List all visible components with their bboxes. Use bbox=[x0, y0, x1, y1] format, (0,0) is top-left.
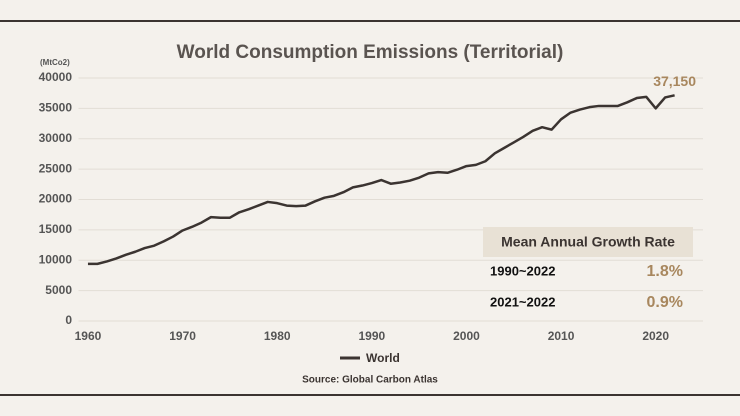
table-title: Mean Annual Growth Rate bbox=[501, 234, 675, 250]
y-tick-label: 35000 bbox=[39, 101, 73, 115]
y-tick-label: 25000 bbox=[39, 161, 73, 175]
y-tick-label: 5000 bbox=[45, 283, 72, 297]
source: Source: Global Carbon Atlas bbox=[302, 375, 438, 386]
y-axis-label: (MtCo2) bbox=[40, 58, 70, 67]
table-header-bg bbox=[483, 227, 693, 257]
data-line bbox=[87, 94, 675, 266]
table-rate: 0.9% bbox=[647, 294, 683, 311]
table-period: 1990~2022 bbox=[490, 263, 555, 278]
y-tick-label: 15000 bbox=[39, 222, 73, 236]
x-tick-label: 2010 bbox=[548, 329, 575, 343]
y-tick-label: 40000 bbox=[39, 70, 73, 84]
legend-label: World bbox=[366, 351, 400, 365]
y-tick-label: 10000 bbox=[39, 252, 73, 266]
table-rate: 1.8% bbox=[647, 263, 683, 280]
x-tick-label: 1970 bbox=[169, 329, 196, 343]
chart-title: World Consumption Emissions (Territorial… bbox=[177, 42, 564, 63]
x-tick-label: 1990 bbox=[358, 329, 385, 343]
y-tick-label: 0 bbox=[65, 313, 72, 327]
x-tick-label: 1960 bbox=[75, 329, 102, 343]
value-label: 37,150 bbox=[653, 73, 696, 89]
y-tick-label: 30000 bbox=[39, 131, 73, 145]
y-tick-label: 20000 bbox=[39, 192, 73, 206]
x-tick-label: 2020 bbox=[642, 329, 669, 343]
x-tick-label: 2000 bbox=[453, 329, 480, 343]
table-period: 2021~2022 bbox=[490, 294, 555, 309]
x-tick-label: 1980 bbox=[264, 329, 291, 343]
